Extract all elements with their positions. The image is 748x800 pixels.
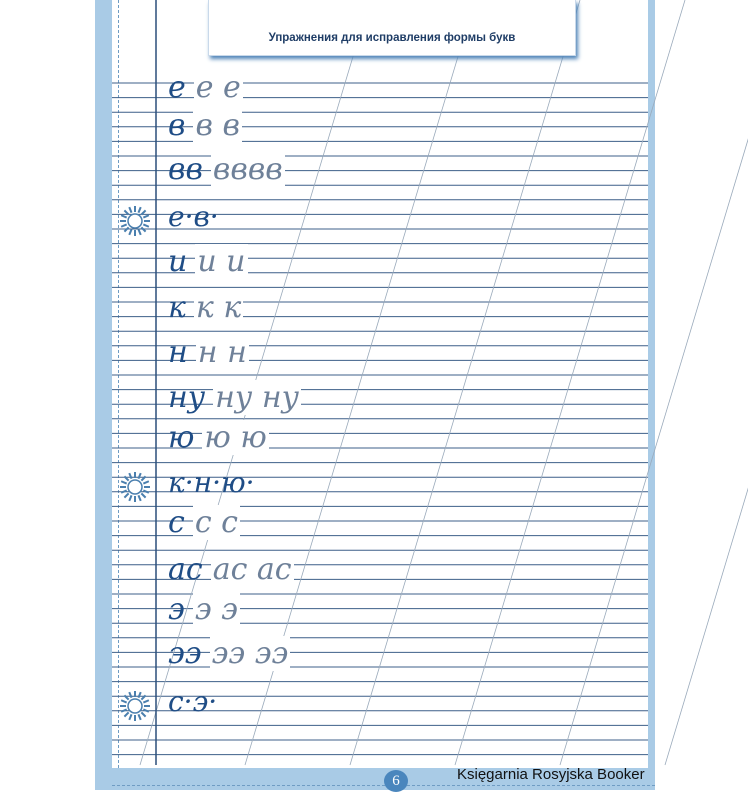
footer-divider [112,785,655,786]
slant-line [664,487,748,766]
model-letters: с [168,505,185,540]
trace-letters: вввв [210,152,285,187]
border-dash [118,0,119,768]
model-letters: к [168,290,186,325]
trace-letters: ээ ээ [209,636,291,671]
summary-row: е·в· [168,200,219,233]
header-card: Упражнения для исправления формы букв [208,0,576,56]
model-letters: ээ [168,636,202,671]
trace-letters: ну ну [213,380,302,415]
model-letters: вв [168,152,203,187]
practice-row: вв вввв [168,152,285,187]
model-letters: и [168,244,188,279]
model-letters: в [168,108,186,143]
sun-icon [120,206,150,236]
summary-row: к·н·ю· [168,466,255,499]
model-letters: с·э· [168,685,218,718]
trace-letters: к к [193,290,244,325]
trace-letters: и и [195,244,248,279]
trace-letters: с с [192,505,240,540]
trace-letters: н н [195,335,249,370]
practice-row: ас ас ас [168,552,294,587]
trace-letters: ас ас [210,552,294,587]
sun-icon [120,472,150,502]
model-letters: е·в· [168,200,219,233]
summary-row: с·э· [168,685,217,718]
model-letters: ас [168,552,203,587]
model-letters: ю [168,420,195,455]
model-letters: к·н·ю· [168,466,255,499]
slant-line [454,0,686,766]
slant-line [349,0,581,766]
model-letters: ну [168,380,206,415]
model-letters: э [168,592,185,627]
trace-letters: в в [193,108,242,143]
practice-row: ну ну ну [168,380,302,415]
practice-row: ээ ээ ээ [168,636,291,671]
slant-line [559,138,748,766]
page-title: Упражнения для исправления формы букв [268,32,516,44]
model-letters: е [168,70,186,105]
trace-letters: е е [193,70,243,105]
trace-letters: ю ю [202,420,269,455]
model-letters: н [168,335,188,370]
page-number: 6 [384,770,408,792]
publisher-label: Księgarnia Rosyjska Booker [457,766,645,783]
trace-letters: э э [192,592,240,627]
sun-icon [120,691,150,721]
